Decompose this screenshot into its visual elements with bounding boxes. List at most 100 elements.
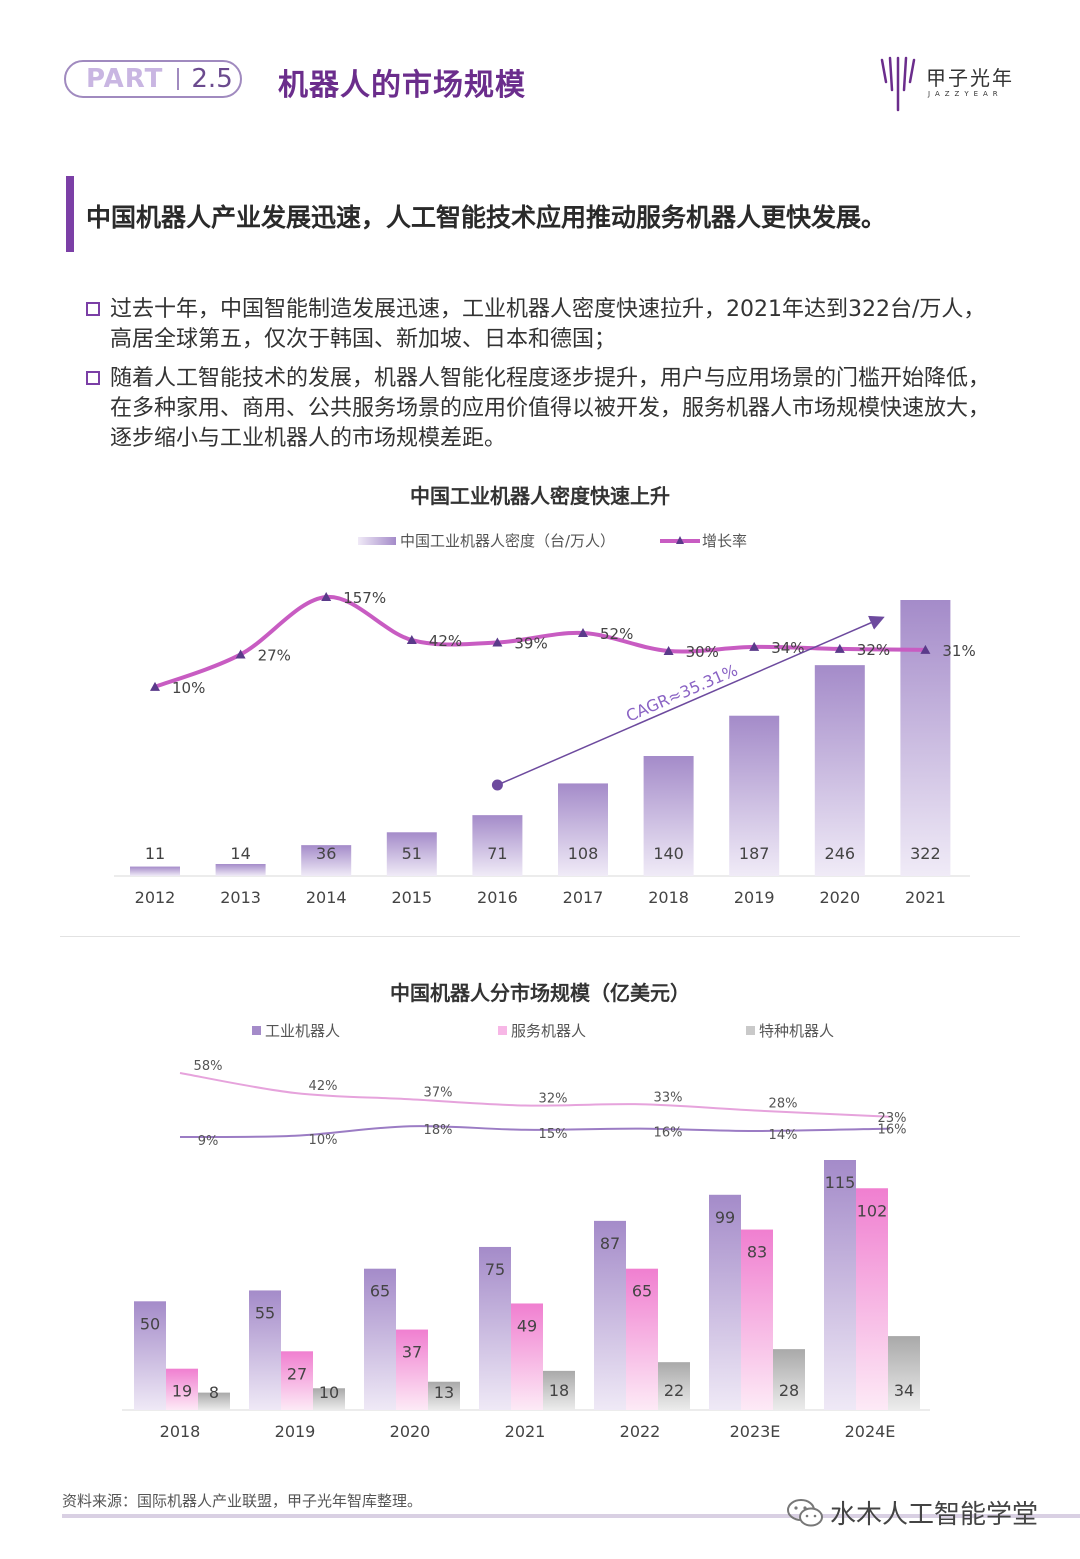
data-label: 49	[517, 1316, 537, 1335]
rate-label: 42%	[429, 632, 462, 650]
share-label: 32%	[539, 1092, 568, 1107]
line-point	[663, 646, 674, 655]
legend-label: 特种机器人	[759, 1022, 835, 1040]
share-label: 37%	[424, 1085, 453, 1100]
bar	[814, 665, 865, 876]
chart2-title: 中国机器人分市场规模（亿美元）	[390, 981, 690, 1005]
bar-service	[166, 1368, 198, 1410]
x-tick-label: 2012	[135, 888, 176, 907]
chart1-plot: 11 2012 14 2013 36 2014 51 2015 71 2016 108 2017 140…	[114, 589, 976, 907]
data-label: 246	[825, 844, 856, 863]
checkbox-bullet-icon	[86, 371, 100, 385]
bar-service	[856, 1188, 888, 1410]
chart2-legend-industrial: 工业机器人	[252, 1020, 340, 1041]
share-label: 14%	[769, 1128, 798, 1143]
bar-service	[741, 1229, 773, 1410]
brand-name: 甲子光年	[926, 66, 1014, 90]
cagr-arrow	[497, 615, 885, 786]
legend-swatch	[746, 1026, 755, 1035]
headline-accent-bar	[66, 176, 74, 252]
bar	[301, 845, 352, 876]
data-label: 102	[857, 1201, 888, 1220]
data-label: 187	[739, 844, 770, 863]
line-point	[406, 635, 417, 645]
bar	[215, 864, 266, 876]
chart2-legend-service: 服务机器人	[498, 1020, 586, 1041]
line-point	[150, 681, 160, 691]
data-label: 75	[485, 1260, 505, 1279]
bullet-line: 随着人工智能技术的发展，机器人智能化程度逐步提升，用户与应用场景的门槛开始降低，	[110, 366, 991, 391]
bar	[130, 866, 180, 876]
x-tick-label: 2021	[905, 888, 946, 907]
share-line-upper	[179, 1072, 891, 1118]
cagr-annotation: CAGR≈35.31%	[623, 660, 740, 725]
share-label: 16%	[878, 1123, 907, 1138]
part-badge: PART 2.5	[64, 60, 242, 98]
source-note: 资料来源：国际机器人产业联盟，甲子光年智库整理。	[62, 1492, 423, 1510]
data-label: 34	[894, 1381, 914, 1400]
line-point	[321, 592, 332, 601]
data-label: 37	[402, 1343, 422, 1362]
bar	[729, 715, 780, 876]
data-label: 322	[910, 844, 941, 863]
rate-label: 34%	[771, 639, 804, 657]
data-label: 19	[172, 1382, 192, 1401]
chart1-legend-line: 增长率	[658, 530, 747, 551]
share-label: 58%	[194, 1059, 223, 1074]
wechat-icon	[787, 1498, 823, 1526]
x-tick-label: 2019	[734, 888, 775, 907]
bar-service	[626, 1268, 658, 1410]
data-label: 140	[653, 844, 684, 863]
chart2-legend-special: 特种机器人	[746, 1020, 834, 1041]
x-tick-label: 2023E	[730, 1422, 781, 1441]
data-label: 22	[664, 1381, 684, 1400]
brand-logo: 甲子光年 JAZZYEAR	[878, 56, 1018, 114]
share-label: 10%	[309, 1133, 338, 1148]
rate-label: 39%	[514, 634, 547, 652]
data-label: 13	[434, 1383, 454, 1402]
rate-label: 10%	[172, 679, 205, 697]
bar-special	[198, 1392, 230, 1410]
data-label: 10	[319, 1383, 339, 1402]
bullet-line: 高居全球第五，仅次于韩国、新加坡、日本和德国；	[110, 327, 617, 352]
data-label: 87	[600, 1234, 620, 1253]
legend-label: 中国工业机器人密度（台/万人）	[400, 532, 616, 550]
bar-industrial	[479, 1246, 511, 1410]
checkbox-bullet-icon	[86, 302, 100, 316]
share-label: 9%	[198, 1134, 219, 1149]
bar-service	[511, 1303, 543, 1410]
data-label: 108	[568, 844, 599, 863]
growth-rate-line	[154, 594, 926, 689]
data-label: 50	[140, 1314, 160, 1333]
line-point	[235, 649, 246, 659]
bar-industrial	[249, 1290, 281, 1410]
wechat-watermark: 水木人工智能学堂	[786, 1494, 1038, 1531]
x-tick-label: 2016	[477, 888, 518, 907]
bullet-line: 在多种家用、商用、公共服务场景的应用价值得以被开发，服务机器人市场规模快速放大，	[110, 396, 991, 421]
wechat-account: 水木人工智能学堂	[830, 1500, 1039, 1530]
data-label: 65	[632, 1282, 652, 1301]
chart2-plot: 50 19 8 2018 55 27 10 2019 65 37 13 2020 75 49 18 2021 8…	[122, 1059, 930, 1441]
headline: 中国机器人产业发展迅速，人工智能技术应用推动服务机器人更快发展。	[86, 203, 887, 232]
line-point	[834, 643, 845, 653]
x-tick-label: 2022	[620, 1422, 661, 1441]
bar-industrial	[594, 1220, 626, 1410]
rate-label: 27%	[258, 646, 291, 664]
legend-label: 增长率	[702, 532, 748, 550]
data-label: 18	[549, 1381, 569, 1400]
bullet-item-1: 过去十年，中国智能制造发展迅速，工业机器人密度快速拉升，2021年达到322台/…	[86, 295, 1070, 355]
bar-special	[313, 1388, 345, 1410]
x-tick-label: 2021	[505, 1422, 546, 1441]
rate-label: 157%	[343, 589, 386, 607]
legend-label: 工业机器人	[265, 1022, 341, 1040]
share-label: 28%	[769, 1097, 798, 1112]
bullet-line: 过去十年，中国智能制造发展迅速，工业机器人密度快速拉升，2021年达到322台/…	[110, 297, 986, 322]
legend-swatch-line	[660, 535, 700, 544]
part-number: 2.5	[191, 64, 233, 94]
legend-label: 服务机器人	[511, 1022, 587, 1040]
line-point	[492, 637, 503, 647]
share-label: 23%	[878, 1111, 907, 1126]
data-label: 27	[287, 1364, 307, 1383]
rate-label: 31%	[942, 642, 975, 660]
bar-special	[888, 1336, 920, 1410]
